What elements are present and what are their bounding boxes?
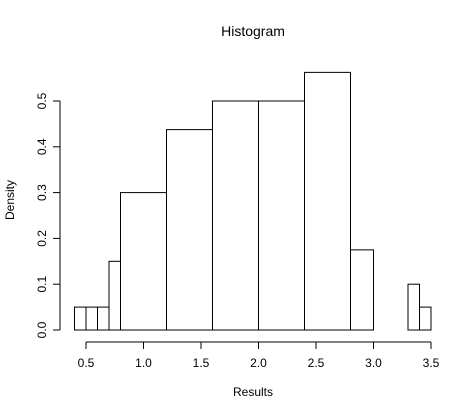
- x-axis-label: Results: [233, 385, 273, 399]
- histogram-bar-6: [212, 100, 259, 331]
- x-tick-label-3: 2.0: [250, 356, 267, 370]
- x-tick-label-5: 3.0: [365, 356, 382, 370]
- x-tick-label-2: 1.5: [193, 356, 210, 370]
- x-tick-label-6: 3.5: [423, 356, 440, 370]
- histogram-bar-3: [108, 260, 121, 331]
- y-axis: 0.0 0.1 0.2 0.3 0.4 0.5: [35, 92, 61, 338]
- x-tick-label-0: 0.5: [78, 356, 95, 370]
- y-tick-label-4: 0.4: [35, 138, 49, 155]
- histogram-bar-12: [419, 306, 432, 331]
- y-tick-label-1: 0.1: [35, 276, 49, 293]
- histogram-bar-5: [166, 129, 213, 331]
- histogram-bar-7: [258, 100, 305, 331]
- histogram-bar-0: [74, 306, 87, 331]
- histogram-bar-4: [120, 192, 167, 331]
- histogram-bar-8: [304, 71, 351, 331]
- chart-title: Histogram: [221, 23, 285, 39]
- x-axis: 0.5 1.0 1.5 2.0 2.5 3.0 3.5: [78, 341, 440, 370]
- y-tick-label-5: 0.5: [35, 92, 49, 109]
- y-axis-label: Density: [3, 180, 17, 220]
- x-tick-label-4: 2.5: [308, 356, 325, 370]
- y-tick-label-3: 0.3: [35, 184, 49, 201]
- y-tick-label-2: 0.2: [35, 230, 49, 247]
- histogram-bar-9: [350, 249, 374, 331]
- x-tick-label-1: 1.0: [135, 356, 152, 370]
- histogram-bar-1: [85, 306, 98, 331]
- histogram-bars: [74, 71, 432, 331]
- histogram-bar-11: [407, 283, 420, 331]
- histogram-bar-2: [97, 306, 110, 331]
- y-tick-label-0: 0.0: [35, 321, 49, 338]
